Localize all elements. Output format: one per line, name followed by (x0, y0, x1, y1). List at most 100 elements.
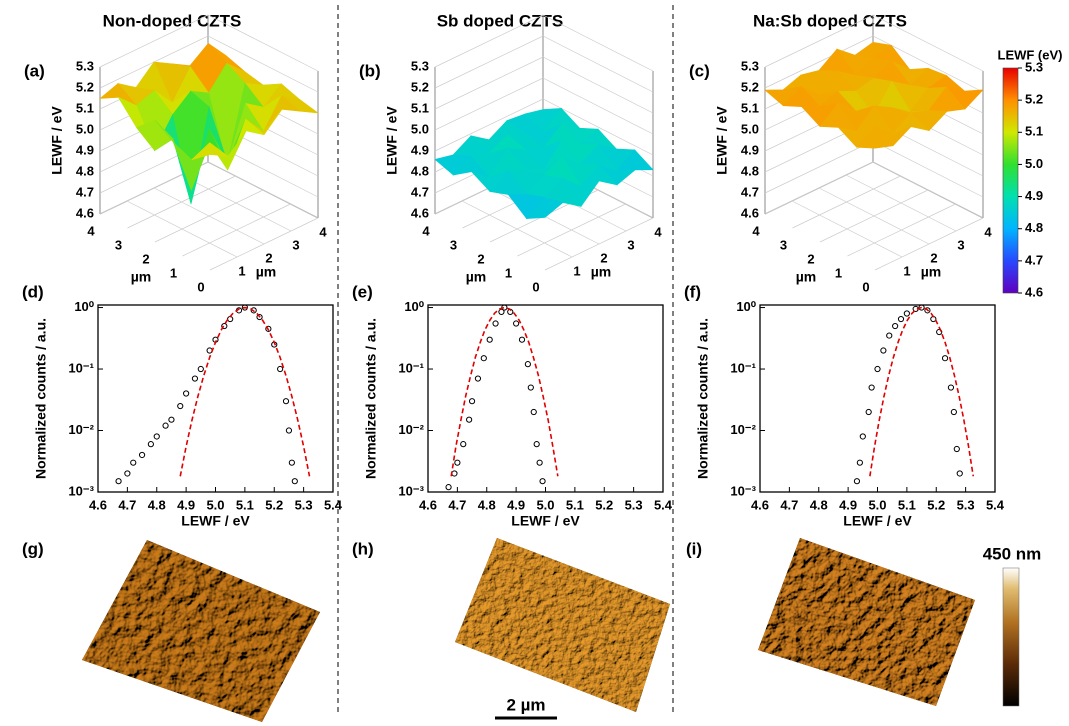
x-tick-label: 5.1 (566, 497, 584, 512)
panel-label: (f) (684, 282, 701, 301)
z-tick-label: 5.2 (76, 79, 94, 94)
x-tick-label: 2 (142, 251, 149, 266)
data-point (454, 459, 461, 466)
data-point (880, 347, 887, 354)
z-tick-label: 4.8 (76, 163, 94, 178)
y-tick-label: 3 (957, 237, 964, 252)
grid-line (764, 14, 984, 72)
y-axis-label: Normalized counts / a.u. (695, 318, 711, 479)
x-tick-label: 4.8 (810, 497, 828, 512)
z-axis-label: LEWF / eV (384, 106, 400, 175)
panel-label: (c) (689, 61, 710, 80)
x-axis-label: µm (131, 269, 152, 285)
column-title: Non-doped CZTS (103, 11, 242, 30)
axis-box (99, 161, 319, 219)
data-point (859, 433, 866, 440)
grid-line (845, 174, 957, 232)
grid-line (99, 14, 319, 72)
x-tick-label: 2 (477, 251, 484, 266)
data-point (486, 336, 493, 343)
x-tick-label: 5.0 (536, 497, 554, 512)
fit-curve (450, 306, 559, 477)
y-axis-label: µm (921, 264, 942, 280)
y-tick-label: 1 (903, 263, 910, 278)
data-point (130, 459, 137, 466)
x-tick-label: 3 (115, 237, 122, 252)
x-tick-label: 4 (87, 223, 95, 238)
grid-line (180, 174, 292, 232)
x-tick-label: 5.4 (654, 497, 673, 512)
data-point (950, 408, 957, 416)
y-tick-label: 10⁻³ (68, 483, 94, 498)
data-point (886, 332, 893, 339)
panel-label: (e) (352, 282, 373, 301)
y-tick-label: 4 (319, 224, 327, 239)
column-title: Na:Sb doped CZTS (753, 11, 907, 30)
x-tick-label: 4.6 (89, 497, 107, 512)
y-tick-label: 1 (238, 263, 245, 278)
x-tick-label: 5.1 (236, 497, 254, 512)
x-tick-label: 5.3 (957, 497, 975, 512)
z-tick-label: 5.2 (411, 79, 429, 94)
data-point (518, 336, 526, 343)
colorbar-tick-label: 5.1 (1025, 124, 1043, 139)
data-point (183, 390, 190, 397)
grid-line (764, 161, 984, 219)
y-tick-label: 10⁻³ (730, 483, 756, 498)
y-tick-label: 10⁻¹ (68, 360, 94, 375)
data-point (524, 361, 531, 368)
x-tick-label: 0 (197, 279, 204, 294)
grid-line (99, 35, 319, 93)
grid-line (434, 98, 654, 156)
x-axis-label: LEWF / eV (511, 513, 580, 529)
x-tick-label: 5.3 (625, 497, 643, 512)
z-tick-label: 5.1 (411, 100, 429, 115)
grid-line (126, 200, 238, 258)
x-tick-label: 3 (780, 237, 787, 252)
grid-line (872, 161, 984, 219)
surface-patch (856, 125, 894, 149)
x-tick-label: 4.7 (118, 497, 136, 512)
data-point (492, 320, 499, 327)
afm-colorbar-label: 450 nm (983, 544, 1042, 563)
colorbar-tick-label: 4.6 (1025, 284, 1043, 299)
data-point (947, 384, 955, 391)
column-title: Sb doped CZTS (437, 11, 564, 30)
grid-line (99, 161, 319, 219)
data-point (282, 398, 290, 405)
x-tick-label: 5.4 (324, 497, 343, 512)
x-tick-label: 3 (450, 237, 457, 252)
x-tick-label: 4.6 (751, 497, 769, 512)
data-point (468, 398, 476, 405)
data-point (897, 315, 905, 323)
z-tick-label: 4.9 (76, 142, 94, 157)
z-tick-label: 5.3 (741, 58, 759, 73)
colorbar-tick-label: 4.9 (1025, 188, 1043, 203)
colorbar-tick-label: 4.8 (1025, 220, 1043, 235)
data-point (953, 445, 960, 453)
panel-label: (g) (22, 539, 44, 558)
y-tick-label: 10⁰ (404, 299, 424, 314)
x-tick-label: 0 (532, 279, 539, 294)
z-tick-label: 4.6 (76, 205, 94, 220)
data-point (256, 313, 263, 321)
fit-curve (179, 306, 311, 477)
z-tick-label: 5.3 (411, 58, 429, 73)
plot-frame (427, 304, 664, 493)
data-point (856, 459, 863, 466)
data-point (197, 365, 204, 373)
data-point (903, 310, 910, 317)
x-tick-label: 4.7 (448, 497, 466, 512)
colorbar (1002, 67, 1019, 294)
colorbar-tick-label: 5.2 (1025, 92, 1043, 107)
y-tick-label: 2 (600, 250, 607, 265)
data-point (536, 459, 543, 466)
data-point (250, 307, 257, 314)
x-tick-label: 5.0 (206, 497, 224, 512)
plot-frame (97, 304, 334, 493)
data-point (498, 308, 505, 315)
z-tick-label: 5.1 (76, 100, 94, 115)
data-point (191, 375, 199, 382)
panel-label: (i) (686, 539, 702, 558)
